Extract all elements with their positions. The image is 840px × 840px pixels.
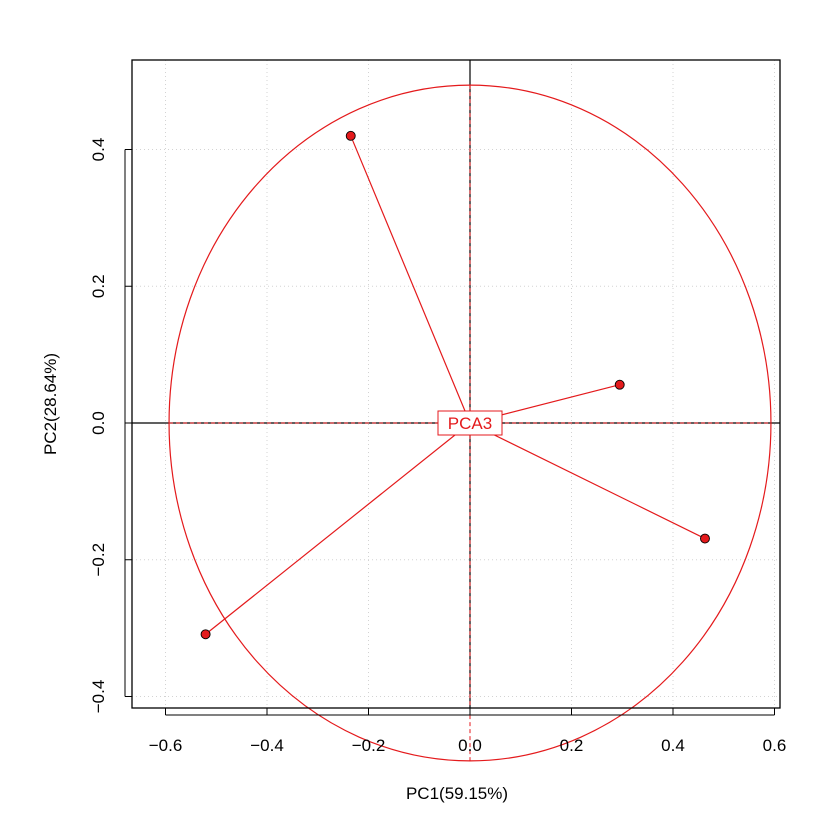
- x-tick-label: 0.4: [661, 736, 685, 755]
- center-label-box: [437, 410, 503, 436]
- plot-frame: [131, 59, 781, 709]
- loading-point: [345, 130, 356, 141]
- x-axis: −0.6 −0.4 −0.2 0.0 0.2 0.4 0.6: [149, 708, 787, 755]
- center-label-group: PCA3: [437, 410, 503, 436]
- y-tick-label: 0.2: [89, 274, 108, 298]
- x-tick-label: −0.4: [250, 736, 284, 755]
- x-axis-title: PC1(59.15%): [406, 784, 508, 803]
- loading-vector: [205, 422, 471, 635]
- y-tick-label: −0.2: [89, 543, 108, 577]
- loading-point: [200, 629, 211, 640]
- y-tick-label: 0.4: [89, 138, 108, 162]
- loading-point: [614, 379, 625, 390]
- x-tick-label: 0.6: [763, 736, 787, 755]
- y-tick-label: 0.0: [89, 411, 108, 435]
- y-tick-label: −0.4: [89, 680, 108, 714]
- y-axis-title: PC2(28.64%): [41, 353, 60, 455]
- y-axis: −0.4 −0.2 0.0 0.2 0.4: [89, 138, 132, 714]
- x-tick-label: 0.2: [560, 736, 584, 755]
- loading-points: [200, 130, 710, 640]
- loading-vector: [469, 422, 706, 540]
- x-tick-label: 0.0: [458, 736, 482, 755]
- loading-point: [700, 533, 710, 544]
- center-label: PCA3: [448, 414, 492, 433]
- x-tick-label: −0.6: [149, 736, 183, 755]
- loading-vector: [350, 135, 471, 424]
- x-tick-label: −0.2: [352, 736, 386, 755]
